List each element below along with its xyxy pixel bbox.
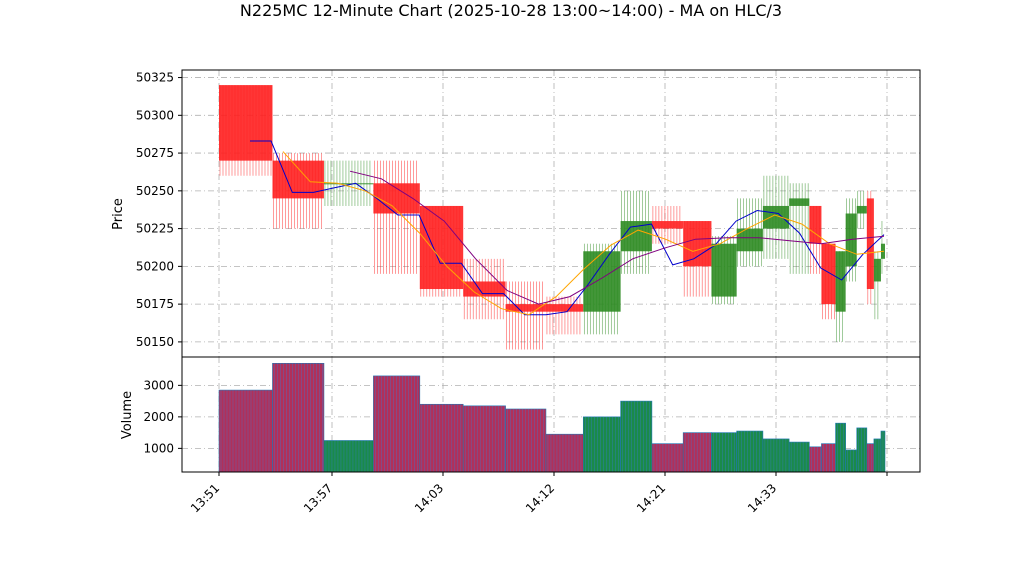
- candle-body: [583, 251, 621, 312]
- candle-body: [505, 304, 546, 312]
- moving-average-lines: [250, 140, 885, 316]
- x-tick-label: 14:33: [745, 481, 779, 515]
- volume-bar: [762, 438, 790, 473]
- candle-body: [620, 221, 652, 252]
- volume-bar: [620, 400, 653, 473]
- x-tick-label: 13:57: [301, 481, 335, 515]
- volume-axis-label: Volume: [120, 391, 135, 439]
- ma-short-line: [250, 140, 885, 316]
- candle-body: [873, 258, 881, 282]
- volume-bar: [545, 433, 584, 473]
- price-tick-label: 50250: [136, 184, 174, 198]
- volume-bar: [736, 430, 764, 473]
- volume-tick-label: 3000: [143, 378, 174, 392]
- volume-tick-label: 2000: [143, 410, 174, 424]
- candle-body: [809, 205, 822, 244]
- candle-body: [789, 198, 810, 206]
- volume-panel-frame: [181, 356, 921, 473]
- volume-bar: [419, 403, 464, 473]
- candle-body: [845, 213, 857, 267]
- price-tick-label: 50175: [136, 297, 174, 311]
- candle-body: [821, 243, 836, 305]
- price-grid: [182, 70, 920, 357]
- candle-body: [651, 221, 684, 229]
- volume-bar: [651, 443, 684, 473]
- price-axis-label: Price: [111, 198, 126, 230]
- candle-body: [463, 281, 506, 297]
- price-tick-label: 50225: [136, 222, 174, 236]
- volume-bar: [873, 438, 882, 473]
- candle-body: [545, 304, 584, 312]
- price-tick-label: 50200: [136, 259, 174, 273]
- volume-bars: [218, 363, 886, 473]
- candle-body: [711, 243, 737, 297]
- volume-tick-label: 1000: [143, 441, 174, 455]
- x-tick-label: 14:03: [412, 481, 446, 515]
- candle-body: [219, 85, 273, 161]
- volume-bar: [845, 449, 858, 473]
- price-tick-label: 50275: [136, 146, 174, 160]
- candle-body: [419, 205, 464, 290]
- candle-body: [683, 221, 712, 267]
- candle-body: [866, 198, 874, 290]
- volume-bar: [218, 389, 273, 473]
- price-tick-label: 50325: [136, 71, 174, 85]
- candle-body: [323, 183, 374, 185]
- x-tick-label: 14:21: [634, 481, 668, 515]
- price-tick-label: 50300: [136, 108, 174, 122]
- ma-long-line: [349, 170, 885, 305]
- x-tick-label: 13:51: [188, 481, 222, 515]
- ma-mid-line: [282, 151, 885, 316]
- volume-bar: [462, 405, 506, 473]
- price-tick-label: 50150: [136, 335, 174, 349]
- candle-body: [856, 205, 867, 214]
- candle-body: [835, 251, 846, 312]
- volume-bar: [272, 363, 325, 473]
- candle-series: [219, 85, 885, 350]
- volume-bar: [323, 440, 374, 473]
- volume-bar: [582, 416, 621, 473]
- x-tick-label: 14:12: [523, 481, 557, 515]
- chart-title: N225MC 12-Minute Chart (2025-10-28 13:00…: [240, 1, 782, 20]
- candle-body: [736, 228, 763, 252]
- candle-body: [762, 205, 790, 229]
- volume-bar: [866, 443, 875, 473]
- volume-bar: [711, 432, 737, 473]
